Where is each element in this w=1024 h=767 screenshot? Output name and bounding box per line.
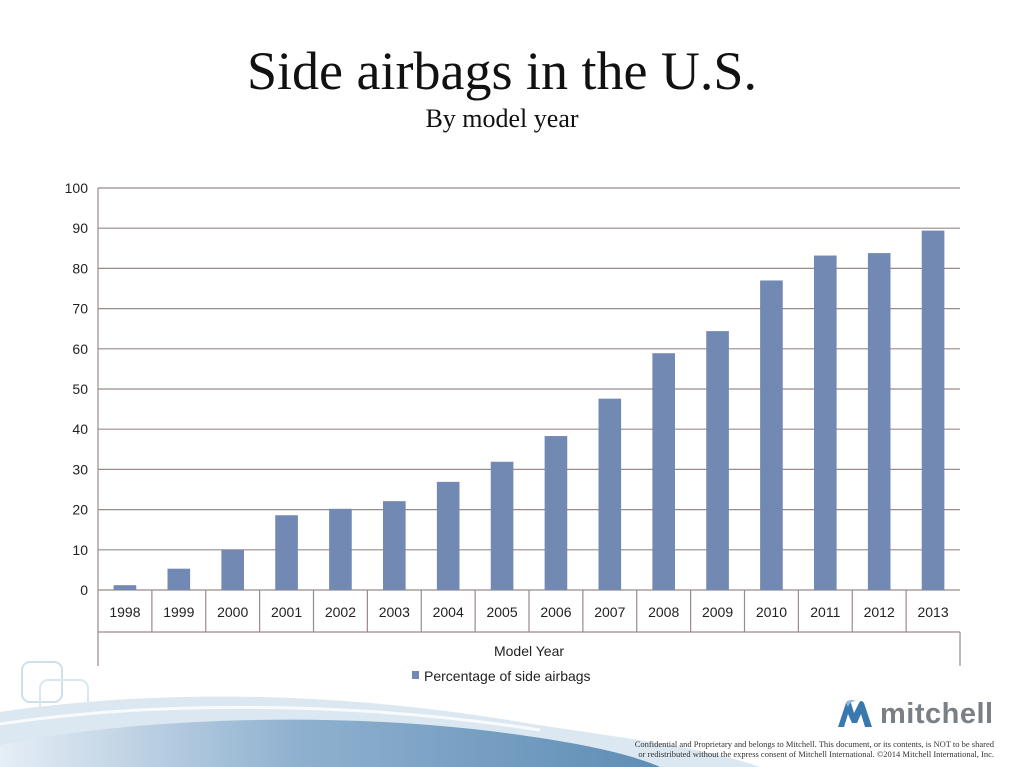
x-tick-label: 2007: [594, 604, 625, 620]
legend-label: Percentage of side airbags: [424, 668, 591, 684]
y-tick-label: 70: [72, 301, 88, 317]
bar-2000: [221, 549, 245, 590]
y-tick-label: 60: [72, 341, 88, 357]
x-tick-label: 2003: [379, 604, 410, 620]
disclaimer-line-1: Confidential and Proprietary and belongs…: [634, 739, 994, 749]
decorative-square-1: [21, 661, 63, 703]
x-tick-label: 2013: [917, 604, 948, 620]
x-tick-label: 2009: [702, 604, 733, 620]
y-tick-label: 20: [72, 502, 88, 518]
slide-title: Side airbags in the U.S.: [247, 41, 757, 101]
bar-2008: [652, 353, 676, 590]
bar-2001: [275, 515, 298, 590]
bottom-wave-highlight: [0, 705, 541, 732]
y-axis-ticks: 0 10 20 30 40 50 60 70 80 90 100: [65, 180, 89, 598]
bar-1998: [113, 585, 137, 590]
disclaimer-line-2: or redistributed without the express con…: [638, 749, 994, 759]
bar-2006: [544, 436, 568, 590]
x-tick-label: 2012: [864, 604, 895, 620]
x-tick-label: 2001: [271, 604, 302, 620]
bar-2012: [867, 253, 891, 590]
bar-2013: [921, 230, 945, 590]
y-tick-label: 50: [72, 381, 88, 397]
x-tick-label: 2002: [325, 604, 356, 620]
legend-swatch: [412, 671, 419, 679]
slide-subtitle: By model year: [425, 104, 579, 133]
x-tick-label: 2011: [810, 604, 840, 620]
x-tick-label: 1999: [163, 604, 194, 620]
x-axis-categories: 1998 1999 2000 2001 2002 2003 2004 2005 2006 2007…: [109, 604, 948, 620]
y-tick-label: 90: [72, 220, 88, 236]
x-axis-title: Model Year: [494, 643, 564, 659]
bar-2007: [598, 398, 622, 590]
x-tick-label: 2008: [648, 604, 679, 620]
x-tick-label: 2005: [486, 604, 517, 620]
y-tick-label: 10: [72, 542, 88, 558]
bottom-wave: [0, 719, 660, 767]
bar-2005: [490, 461, 514, 590]
bar-2009: [706, 331, 729, 590]
bar-2003: [382, 501, 406, 590]
y-tick-label: 100: [65, 180, 89, 196]
y-tick-label: 40: [72, 421, 88, 437]
x-tick-label: 2004: [433, 604, 464, 620]
logo-text: mitchell: [880, 697, 994, 730]
bar-1999: [167, 568, 191, 590]
bar-2004: [436, 481, 460, 590]
mitchell-logo: mitchell: [836, 696, 994, 732]
mitchell-logo-mark-icon: [838, 699, 872, 727]
x-tick-label: 2010: [756, 604, 787, 620]
x-tick-label: 2006: [540, 604, 571, 620]
x-tick-label: 1998: [109, 604, 140, 620]
bars: [113, 230, 945, 590]
bar-2002: [329, 508, 352, 590]
y-tick-label: 80: [72, 260, 88, 276]
bar-2011: [813, 255, 837, 590]
x-tick-label: 2000: [217, 604, 248, 620]
y-tick-label: 30: [72, 461, 88, 477]
confidentiality-notice: Confidential and Proprietary and belongs…: [560, 739, 994, 759]
bar-2010: [760, 280, 783, 590]
y-tick-label: 0: [80, 582, 88, 598]
